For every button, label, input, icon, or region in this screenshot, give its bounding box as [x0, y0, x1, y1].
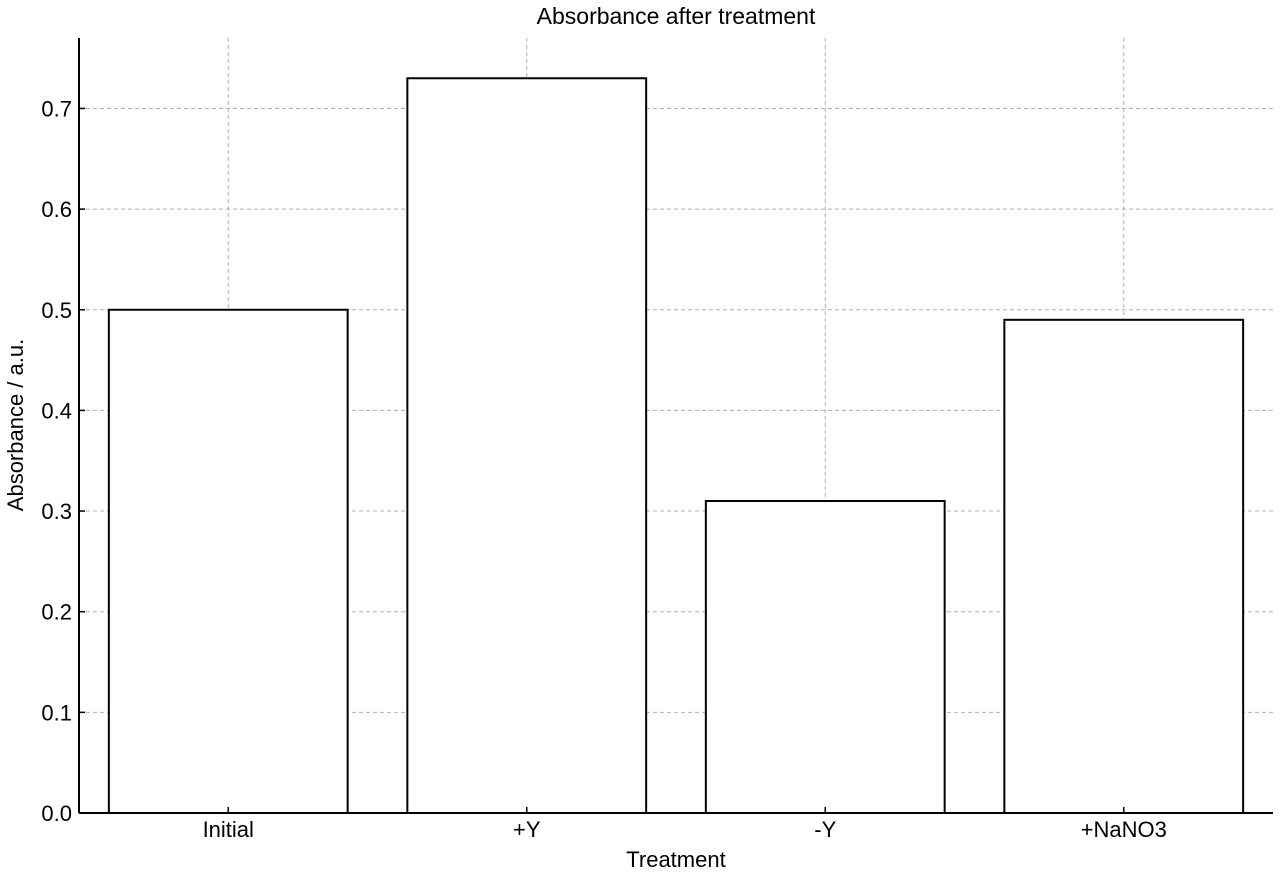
- x-tick-label: -Y: [814, 817, 836, 842]
- x-axis-label: Treatment: [626, 847, 725, 872]
- axes: [78, 38, 1273, 814]
- x-tick-label: +Y: [513, 817, 541, 842]
- y-tick-label: 0.3: [41, 499, 72, 524]
- y-tick-label: 0.0: [41, 801, 72, 826]
- y-tick-label: 0.7: [41, 96, 72, 121]
- bar-2: [704, 499, 946, 814]
- y-tick-label: 0.4: [41, 398, 72, 423]
- y-ticks: 0.0 0.1 0.2 0.3 0.4 0.5 0.6 0.7: [41, 96, 85, 826]
- bars: [107, 77, 1245, 814]
- y-tick-label: 0.2: [41, 600, 72, 625]
- x-tick-label: Initial: [203, 817, 254, 842]
- chart-title: Absorbance after treatment: [537, 3, 816, 29]
- y-axis-label: Absorbance / a.u.: [3, 339, 28, 511]
- x-ticks: Initial +Y -Y +NaNO3: [203, 807, 1167, 842]
- x-tick-label: +NaNO3: [1081, 817, 1167, 842]
- bar-0: [107, 308, 349, 814]
- bar-1: [406, 77, 648, 814]
- y-tick-label: 0.1: [41, 700, 72, 725]
- y-tick-label: 0.6: [41, 197, 72, 222]
- bar-3: [1003, 318, 1245, 814]
- y-tick-label: 0.5: [41, 298, 72, 323]
